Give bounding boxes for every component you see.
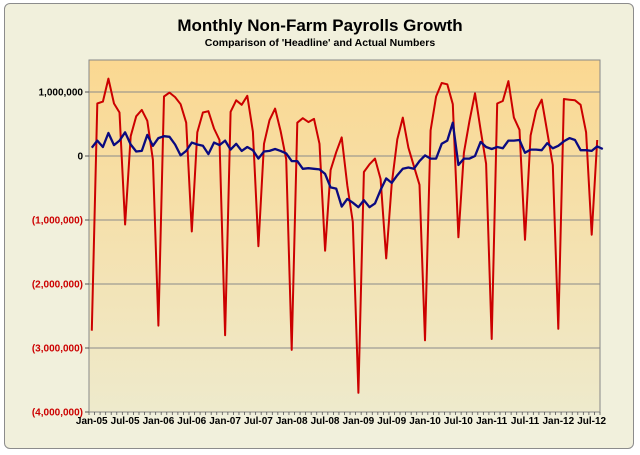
gridlines [89,91,600,349]
y-tick-label-3: (2,000,000) [32,280,83,291]
series-line-headline [90,121,604,209]
chart-subtitle: Comparison of 'Headline' and Actual Numb… [204,37,436,49]
series-line-actual [90,77,599,394]
y-tick-label-5: (4,000,000) [32,408,83,419]
plot-area [88,59,601,413]
x-tick-label-0: Jan-05 [76,416,108,427]
x-tick-label-6: Jan-08 [276,416,308,427]
y-tick-label-2: (1,000,000) [32,216,83,227]
x-tick-label-4: Jan-07 [209,416,241,427]
y-tick-label-4: (3,000,000) [32,344,83,355]
x-tick-label-11: Jul-10 [444,416,473,427]
x-tick-label-12: Jan-11 [476,416,508,427]
x-tick-label-7: Jul-08 [311,416,340,427]
x-tick-label-1: Jul-05 [111,416,140,427]
y-tick-label-0: 1,000,000 [39,88,84,99]
chart-title: Monthly Non-Farm Payrolls Growth [177,16,463,35]
x-tick-label-13: Jul-11 [511,416,540,427]
x-tick-label-14: Jan-12 [542,416,574,427]
y-tick-label-1: 0 [77,152,83,163]
series-group [90,77,604,394]
x-axis: Jan-05 Jul-05 Jan-06 Jul-06 Jan-07 Jul-07 Jan-… [76,412,607,427]
x-tick-label-5: Jul-07 [244,416,273,427]
x-tick-label-8: Jan-09 [343,416,375,427]
x-tick-label-3: Jul-06 [177,416,206,427]
x-tick-label-15: Jul-12 [577,416,606,427]
y-axis: 1,000,000 0 (1,000,000) (2,000,000) (3,000,0… [32,88,89,419]
x-tick-label-2: Jan-06 [143,416,175,427]
x-tick-label-10: Jan-10 [409,416,441,427]
x-tick-label-9: Jul-09 [377,416,406,427]
